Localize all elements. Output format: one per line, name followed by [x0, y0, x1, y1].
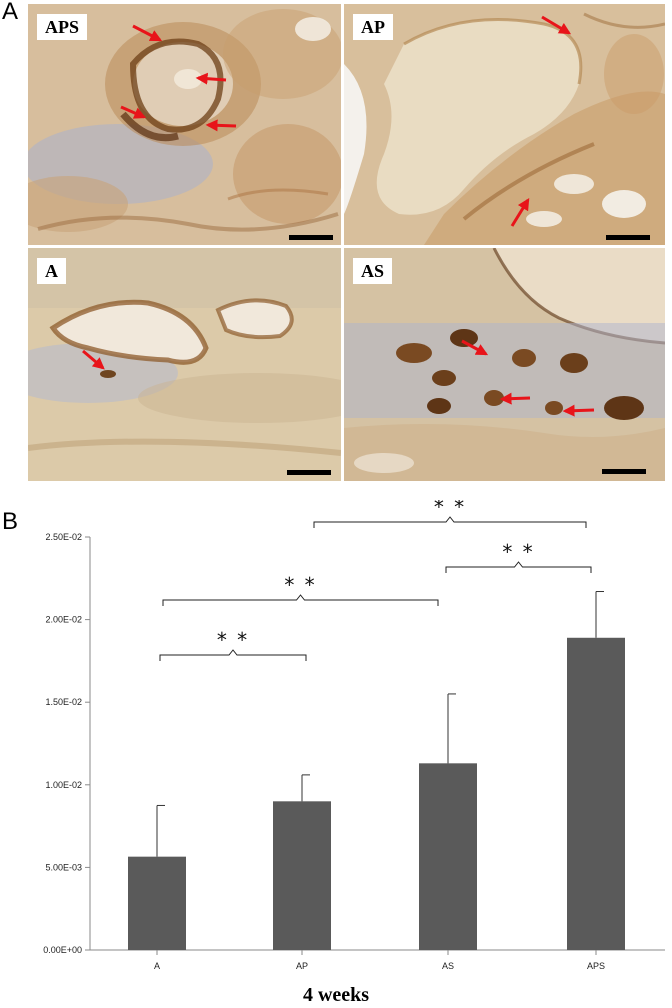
- arrow-icon: [132, 24, 163, 42]
- bar: [419, 763, 477, 950]
- arrow-icon: [205, 119, 237, 132]
- y-tick-label: 2.00E-02: [45, 615, 82, 625]
- scale-bar: [287, 470, 331, 475]
- micrograph-a: A: [28, 248, 341, 481]
- arrow-icon: [461, 339, 489, 356]
- micrograph-aps: APS: [28, 4, 341, 245]
- arrow-icon: [510, 197, 530, 227]
- micrograph-label: A: [37, 258, 66, 284]
- arrow-icon: [82, 349, 105, 370]
- significance-label: * *: [217, 628, 249, 652]
- x-tick-label: AS: [442, 961, 454, 971]
- significance-bracket: [313, 516, 587, 528]
- arrow-markers: [510, 15, 572, 227]
- scale-bar: [602, 469, 646, 474]
- panel-b-letter: B: [2, 508, 19, 535]
- bar: [567, 637, 625, 950]
- micrograph-ap: AP: [344, 4, 665, 245]
- x-axis-title: 4 weeks: [302, 984, 370, 1006]
- bar: [128, 856, 186, 950]
- x-tick-label: AP: [296, 961, 308, 971]
- micrograph-label: APS: [37, 14, 88, 40]
- y-tick-label: 5.00E-03: [45, 862, 82, 872]
- y-tick-label: 1.00E-02: [45, 780, 82, 790]
- scale-bar: [289, 235, 333, 240]
- micrograph-ap-image: [344, 4, 665, 245]
- arrow-icon: [541, 15, 572, 35]
- arrow-markers: [82, 349, 105, 370]
- micrograph-label: AP: [353, 14, 393, 40]
- micrograph-as: AS: [344, 248, 665, 481]
- arrow-icon: [120, 105, 147, 119]
- x-tick-label: APS: [587, 961, 605, 971]
- scale-bar: [606, 235, 650, 240]
- arrow-markers: [461, 339, 595, 417]
- y-tick-label: 0.00E+00: [43, 945, 82, 955]
- micrograph-as-image: [344, 248, 665, 481]
- arrow-markers: [120, 24, 237, 132]
- significance-bracket: [162, 594, 439, 606]
- arrow-icon: [195, 72, 227, 85]
- y-tick-label: 1.50E-02: [45, 697, 82, 707]
- significance-bracket: [159, 649, 307, 661]
- bar-chart: 0.00E+00 5.00E-03 1.00E-02 1.50E-02 2.00E-02…: [43, 500, 665, 971]
- micrograph-aps-image: [28, 4, 341, 245]
- panel-a-letter: A: [2, 0, 19, 25]
- significance-label: * *: [284, 573, 316, 597]
- significance-label: * *: [434, 500, 466, 519]
- x-tick-label: A: [154, 961, 160, 971]
- significance-bracket: [445, 561, 592, 573]
- arrow-icon: [562, 404, 595, 417]
- arrow-icon: [499, 392, 531, 405]
- micrograph-label: AS: [353, 258, 393, 284]
- significance-label: * *: [502, 540, 534, 564]
- bar: [273, 801, 331, 950]
- y-tick-label: 2.50E-02: [45, 532, 82, 542]
- micrograph-a-image: [28, 248, 341, 481]
